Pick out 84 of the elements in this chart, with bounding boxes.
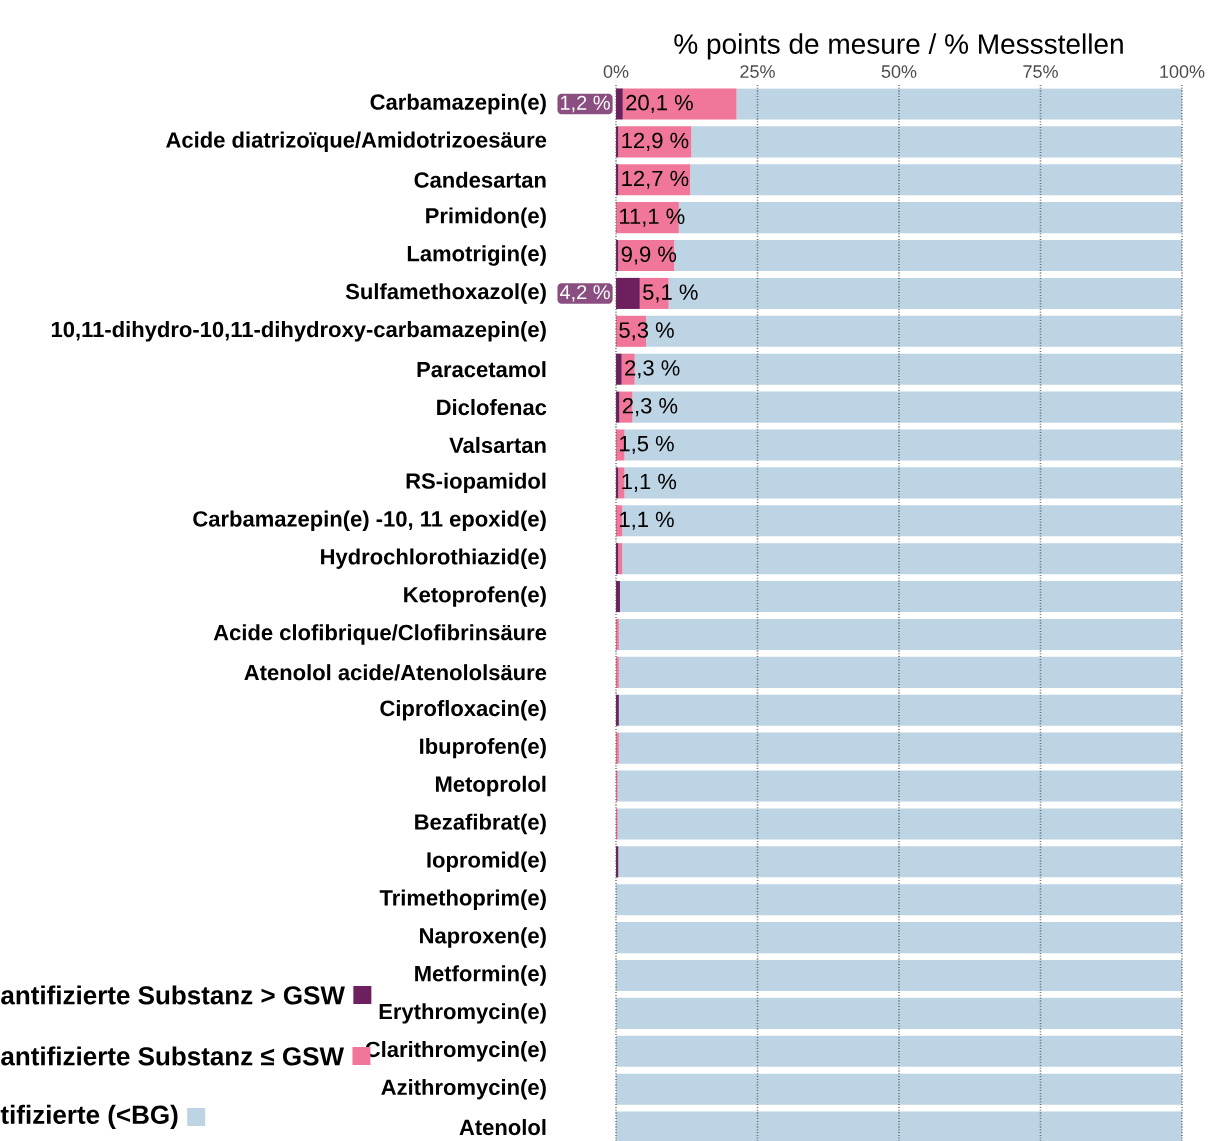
bar (617, 808, 1182, 840)
x-tick-label: 0% (603, 65, 629, 78)
y-tick-label: Erythromycin(e) (379, 1003, 546, 1024)
y-tick-label: Azithromycin(e) (381, 1078, 546, 1100)
bar (616, 694, 619, 726)
bar (618, 732, 1182, 764)
bar (616, 581, 620, 613)
x-tick-label: 25% (740, 65, 775, 78)
bar (622, 505, 1182, 537)
x-tick-label: 100% (1160, 65, 1205, 78)
y-tick-label: Primidon(e) (426, 207, 546, 228)
y-tick-label: Naproxen(e) (420, 927, 546, 948)
bar (616, 1073, 1182, 1105)
bar (616, 922, 1182, 954)
data-label: 1,1 % (620, 511, 674, 530)
data-label: 1,1 % (622, 473, 677, 492)
legend-label: antifizierte Substanz ≤ GSW (1, 1046, 345, 1066)
bar (674, 239, 1182, 272)
y-tick-label: Ibuprofen(e) (420, 737, 546, 759)
data-label: 12,9 % (622, 132, 689, 151)
x-tick-label: 75% (1023, 65, 1058, 78)
bar (617, 770, 1182, 802)
y-tick-label: Atenolol (459, 1118, 546, 1136)
data-label: 1,2 % (561, 95, 610, 113)
bar (616, 656, 619, 688)
bar (616, 1035, 1182, 1067)
bar (616, 88, 623, 120)
y-tick-label: Acide diatrizoïque/Amidotrizoesäure (166, 131, 547, 153)
y-tick-label: Paracetamol (417, 361, 546, 378)
y-tick-label: Candesartan (414, 171, 546, 188)
y-tick-label: Carbamazepin(e) (370, 93, 546, 115)
bar (616, 353, 622, 385)
bar (616, 884, 1182, 916)
data-label: 2,3 % (622, 398, 678, 417)
bar (691, 126, 1182, 158)
bar (624, 467, 1182, 499)
y-tick-label: Carbamazepin(e) -10, 11 epoxid(e) (193, 510, 546, 532)
bar (616, 997, 1182, 1029)
y-tick-label: Clarithromycin(e) (365, 1041, 546, 1062)
y-tick-label: Valsartan (449, 436, 546, 454)
bar (618, 694, 1182, 726)
bar (622, 88, 737, 120)
y-tick-label: Ketoprofen(e) (404, 586, 546, 607)
legend-label: antifizierte Substanz > GSW (1, 985, 345, 1005)
data-label: 12,7 % (622, 170, 689, 189)
bar (618, 618, 1182, 650)
y-tick-label: Hydrochlorothiazid(e) (321, 548, 546, 569)
x-tick-label: 50% (881, 65, 917, 78)
y-tick-label: Ciprofloxacin(e) (380, 699, 546, 721)
y-tick-label: Metoprolol (435, 775, 546, 797)
bar (646, 315, 1182, 347)
data-label: 5,3 % (619, 322, 674, 341)
bar (618, 543, 623, 575)
data-label: 1,5 % (620, 435, 674, 455)
data-label: 9,9 % (621, 246, 677, 265)
bar (690, 164, 1182, 196)
bar (616, 959, 1182, 992)
data-label: 11,1 % (620, 208, 685, 227)
bar (736, 88, 1182, 120)
y-tick-label: Sulfamethoxazol(e) (345, 283, 546, 304)
y-tick-label: Diclofenac (437, 399, 547, 416)
y-tick-label: Acide clofibrique/Clofibrinsäure (213, 624, 547, 645)
y-tick-label: Lamotrigin(e) (407, 245, 546, 266)
y-tick-label: Iopromid(e) (427, 851, 546, 873)
y-tick-label: Atenolol acide/Atenololsäure (244, 664, 547, 681)
data-label: 4,2 % (559, 285, 610, 302)
y-tick-label: Trimethoprim(e) (379, 889, 546, 910)
bar (616, 618, 619, 650)
data-label: 2,3 % (625, 360, 680, 379)
bar (616, 1111, 1182, 1141)
bar (616, 732, 619, 764)
legend-label: tifizierte (<BG) (0, 1104, 178, 1130)
bar (616, 277, 640, 309)
y-tick-label: RS-iopamidol (406, 472, 546, 494)
y-tick-label: Metformin(e) (415, 965, 546, 986)
bar (618, 656, 1182, 688)
data-label: 5,1 % (643, 284, 698, 303)
data-label: 20,1 % (626, 94, 693, 114)
bar (618, 846, 1182, 878)
y-tick-label: Bezafibrat(e) (415, 813, 546, 835)
y-tick-label: 10,11-dihydro-10,11-dihydroxy-carbamazepin(e) (51, 321, 546, 342)
bar (622, 543, 1182, 575)
bar (619, 581, 1182, 613)
x-axis-title: % points de mesure / % Messstellen (674, 33, 1123, 60)
